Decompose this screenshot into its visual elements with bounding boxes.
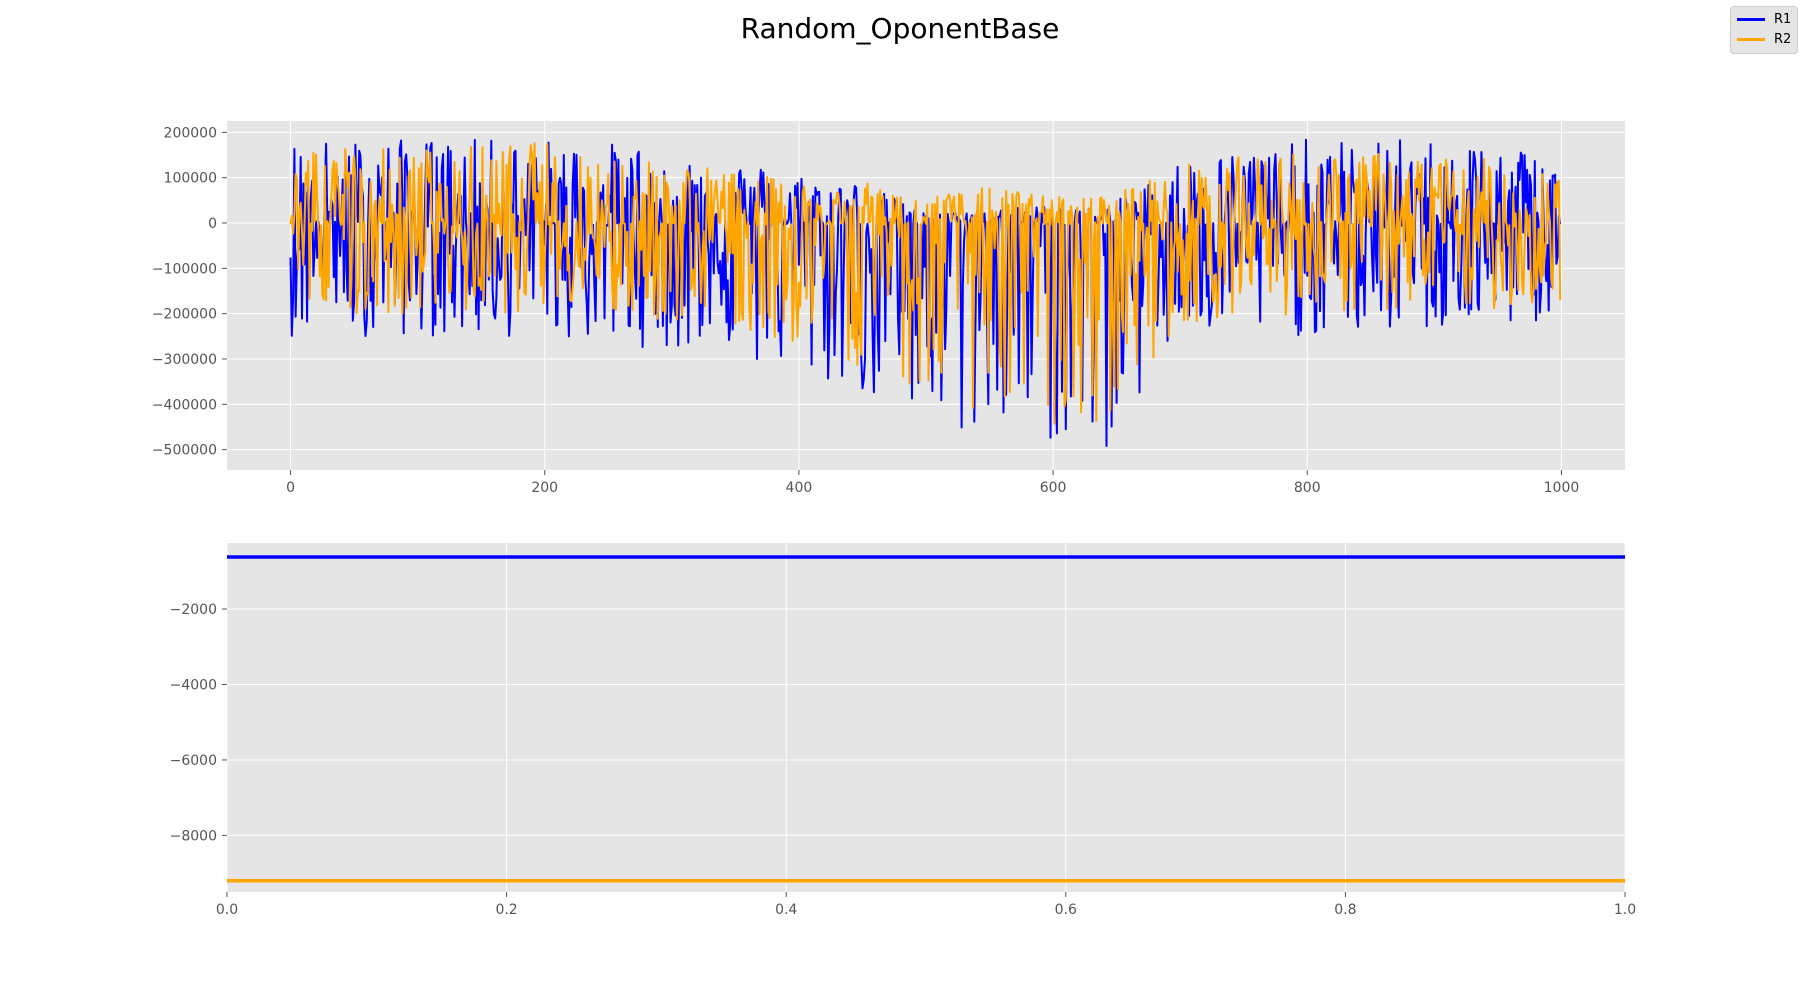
x-tick-label: 0.0 — [216, 902, 238, 918]
legend-label-r2: R2 — [1774, 31, 1792, 47]
x-tick-label: 0 — [286, 480, 295, 496]
series-line-r2 — [289, 142, 1562, 425]
legend: R1 R2 — [1730, 6, 1798, 54]
x-tick-label: 0.8 — [1334, 902, 1356, 918]
y-tick-label: −200000 — [152, 307, 217, 323]
chart-title: Random_OponentBase — [740, 12, 1060, 45]
y-tick-label: −2000 — [170, 602, 217, 618]
y-tick-label: −6000 — [170, 753, 217, 769]
y-tick-label: 100000 — [164, 171, 217, 187]
y-tick-label: −4000 — [170, 677, 217, 693]
y-tick-label: 0 — [208, 216, 217, 232]
x-tick-label: 600 — [1040, 480, 1067, 496]
x-tick-label: 800 — [1294, 480, 1321, 496]
plot-area-2 — [227, 543, 1625, 892]
legend-swatch-r2 — [1737, 37, 1765, 41]
x-tick-label: 200 — [531, 480, 558, 496]
x-tick-label: 0.2 — [495, 902, 517, 918]
y-tick-label: −8000 — [170, 828, 217, 844]
legend-item-r1: R1 — [1737, 10, 1791, 28]
x-tick-label: 1.0 — [1614, 902, 1636, 918]
y-tick-label: −500000 — [152, 443, 217, 459]
x-tick-label: 0.6 — [1055, 902, 1077, 918]
x-tick-label: 400 — [786, 480, 813, 496]
legend-item-r2: R2 — [1737, 30, 1791, 48]
x-tick-label: 1000 — [1544, 480, 1580, 496]
y-tick-label: 200000 — [164, 125, 217, 141]
x-tick-label: 0.4 — [775, 902, 797, 918]
legend-label-r1: R1 — [1774, 11, 1792, 27]
y-tick-label: −100000 — [152, 261, 217, 277]
legend-swatch-r1 — [1737, 17, 1765, 21]
y-tick-label: −300000 — [152, 352, 217, 368]
y-tick-label: −400000 — [152, 397, 217, 413]
